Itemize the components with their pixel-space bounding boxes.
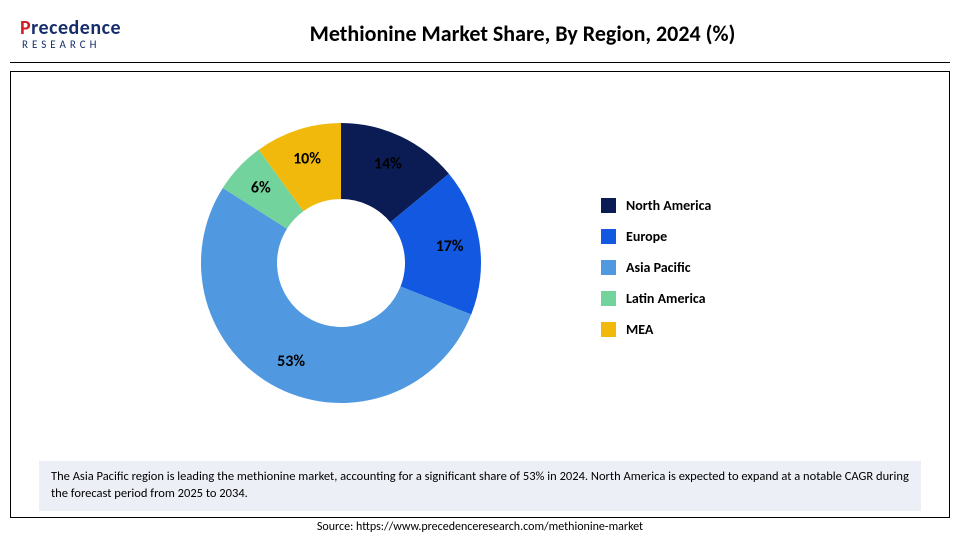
legend-swatch — [601, 198, 616, 213]
slice-label: 14% — [374, 154, 402, 173]
donut-chart: 14% 17% 53% 6% 10% — [11, 83, 571, 443]
source-line: Source: https://www.precedenceresearch.c… — [10, 520, 950, 534]
slice-label: 10% — [293, 149, 321, 168]
header-row: Precedence RESEARCH Methionine Market Sh… — [10, 8, 950, 63]
legend-swatch — [601, 291, 616, 306]
page-root: Precedence RESEARCH Methionine Market Sh… — [0, 0, 960, 540]
chart-container: 14% 17% 53% 6% 10% North America Europe Asia P… — [10, 71, 950, 518]
logo-subtext: RESEARCH — [20, 38, 101, 51]
logo-tail: recedence — [31, 16, 121, 40]
legend-item: MEA — [601, 321, 949, 338]
legend-label: Latin America — [626, 290, 706, 307]
legend-swatch — [601, 229, 616, 244]
caption-box: The Asia Pacific region is leading the m… — [39, 461, 921, 511]
legend: North America Europe Asia Pacific Latin Ame… — [571, 173, 949, 352]
logo-wordmark: Precedence — [20, 16, 121, 40]
legend-label: MEA — [626, 321, 653, 338]
donut-holder: 14% 17% 53% 6% 10% — [11, 72, 571, 453]
legend-item: Europe — [601, 228, 949, 245]
slice-label: 17% — [436, 236, 464, 255]
legend-label: Europe — [626, 228, 667, 245]
chart-title: Methionine Market Share, By Region, 2024… — [175, 20, 950, 47]
legend-item: Latin America — [601, 290, 949, 307]
brand-logo: Precedence RESEARCH — [10, 16, 175, 51]
legend-label: North America — [626, 197, 711, 214]
legend-swatch — [601, 260, 616, 275]
chart-row: 14% 17% 53% 6% 10% North America Europe Asia P… — [11, 72, 949, 453]
legend-label: Asia Pacific — [626, 259, 691, 276]
slice-label: 53% — [277, 352, 305, 371]
slice-label: 6% — [251, 178, 271, 197]
legend-item: Asia Pacific — [601, 259, 949, 276]
logo-initial: P — [20, 16, 31, 40]
legend-item: North America — [601, 197, 949, 214]
legend-swatch — [601, 322, 616, 337]
